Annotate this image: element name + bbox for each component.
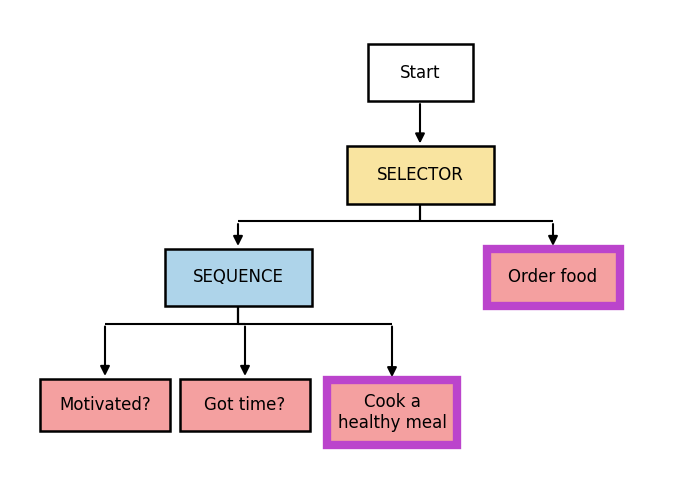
Text: Cook a
healthy meal: Cook a healthy meal [337,393,447,432]
Bar [41,379,169,431]
Text: Start: Start [400,64,440,82]
Bar [328,380,456,445]
Text: Got time?: Got time? [204,396,286,414]
Bar [346,146,494,204]
Bar [486,248,620,306]
Text: SEQUENCE: SEQUENCE [193,268,284,286]
Bar [180,379,309,431]
Text: Order food: Order food [508,268,598,286]
Bar [368,44,472,101]
Text: Motivated?: Motivated? [59,396,151,414]
Text: SELECTOR: SELECTOR [377,166,463,184]
Bar [164,248,312,306]
